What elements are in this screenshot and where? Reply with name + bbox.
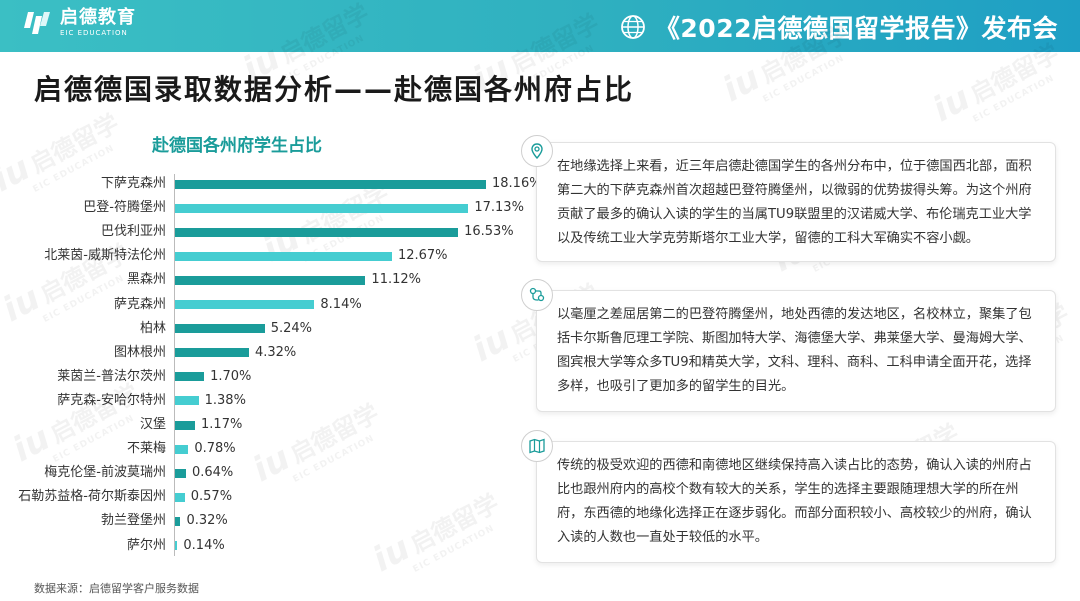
logo-name: 启德教育 xyxy=(60,7,136,28)
data-label: 11.12% xyxy=(371,272,421,288)
bar xyxy=(175,348,249,358)
eic-logo-icon xyxy=(24,12,50,34)
category-label: 梅克伦堡-前波莫瑞州 xyxy=(44,465,166,481)
event-title: 《2022启德德国留学报告》发布会 xyxy=(654,14,1058,43)
data-label: 1.17% xyxy=(201,417,243,432)
category-label: 黑森州 xyxy=(126,272,166,288)
data-label: 8.14% xyxy=(320,296,362,312)
chart-title: 赴德国各州府学生占比 xyxy=(152,136,322,156)
card-text: 以毫厘之差屈居第二的巴登符腾堡州，地处西德的发达地区，名校林立，聚集了包括卡尔斯… xyxy=(557,307,1032,394)
route-map-icon xyxy=(521,279,553,311)
data-label: 0.32% xyxy=(186,513,228,529)
chart-axis-line xyxy=(174,174,175,556)
bar xyxy=(175,203,469,213)
card-text: 传统的极受欢迎的西德和南德地区继续保持高入读占比的态势，确认入读的州府占比也跟州… xyxy=(557,458,1032,545)
bar xyxy=(175,324,265,334)
category-label: 莱茵兰-普法尔茨州 xyxy=(57,368,166,384)
category-label: 柏林 xyxy=(139,320,166,336)
globe-icon xyxy=(621,15,645,39)
data-label: 16.53% xyxy=(464,224,514,240)
location-pin-icon xyxy=(521,135,553,167)
brand-logo[interactable]: 启德教育 EIC EDUCATION xyxy=(20,6,136,40)
bar xyxy=(175,179,486,189)
category-label: 萨尔州 xyxy=(126,537,166,553)
category-label: 下萨克森州 xyxy=(100,176,166,191)
category-label: 图林根州 xyxy=(113,344,166,360)
data-label: 1.38% xyxy=(204,392,246,408)
page-title: 启德德国录取数据分析——赴德国各州府占比 xyxy=(34,73,635,106)
data-label: 4.32% xyxy=(254,344,297,360)
logo-subtitle: EIC EDUCATION xyxy=(60,29,128,37)
info-card-3: 传统的极受欢迎的西德和南德地区继续保持高入读占比的态势，确认入读的州府占比也跟州… xyxy=(521,430,1056,563)
category-label: 不莱梅 xyxy=(126,441,166,457)
data-label: 0.57% xyxy=(190,489,233,505)
data-label: 0.78% xyxy=(194,441,236,457)
category-label: 北莱茵-威斯特法伦州 xyxy=(44,248,166,264)
bar xyxy=(175,444,189,454)
data-label: 1.70% xyxy=(210,368,252,384)
info-card-2: 以毫厘之差屈居第二的巴登符腾堡州，地处西德的发达地区，名校林立，聚集了包括卡尔斯… xyxy=(521,279,1056,412)
bar xyxy=(175,541,178,550)
category-label: 巴伐利亚州 xyxy=(100,224,166,240)
bar xyxy=(175,227,459,237)
data-label: 0.14% xyxy=(183,537,225,553)
category-label: 巴登-符腾堡州 xyxy=(83,200,166,216)
category-label: 萨克森-安哈尔特州 xyxy=(57,392,166,408)
category-label: 勃兰登堡州 xyxy=(100,513,166,529)
folded-map-icon xyxy=(521,430,553,462)
bar xyxy=(175,396,199,406)
info-card-1: 在地缘选择上来看，近三年启德赴德国学生的各州分布中，位于德国西北部，面积第二大的… xyxy=(521,135,1056,262)
bar xyxy=(175,420,196,430)
card-text: 在地缘选择上来看，近三年启德赴德国学生的各州分布中，位于德国西北部，面积第二大的… xyxy=(557,159,1032,246)
bar xyxy=(175,275,366,285)
category-label: 汉堡 xyxy=(139,417,166,432)
category-label: 石勒苏益格-荷尔斯泰因州 xyxy=(18,489,166,505)
bar xyxy=(175,372,205,382)
category-label: 萨克森州 xyxy=(113,296,166,312)
bar xyxy=(175,300,315,309)
data-label: 12.67% xyxy=(397,248,448,264)
bar xyxy=(175,251,392,261)
data-label: 0.64% xyxy=(191,465,234,481)
data-label: 17.13% xyxy=(474,200,524,216)
header-bar: 启德教育 EIC EDUCATION 《2022启德德国留学报告》发布会 xyxy=(0,0,1080,52)
bar xyxy=(175,516,181,526)
bar xyxy=(175,492,185,502)
data-label: 18.16% xyxy=(492,176,542,191)
bar xyxy=(175,468,186,478)
data-source-note: 数据来源：启德留学客户服务数据 xyxy=(34,582,199,595)
data-label: 5.24% xyxy=(270,320,313,336)
